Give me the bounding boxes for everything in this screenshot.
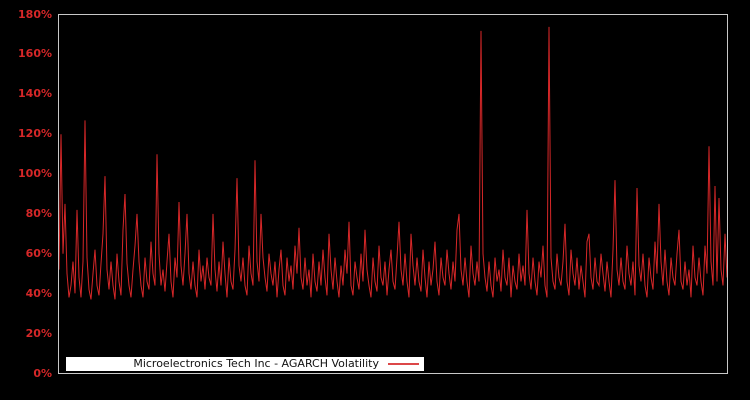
y-tick-label: 120%	[18, 127, 52, 141]
y-tick-label: 40%	[25, 286, 52, 300]
y-axis: 0% 20% 40% 60% 80% 100% 120% 140% 160% 180%	[0, 0, 52, 400]
y-tick-label: 140%	[18, 87, 52, 101]
y-tick-label: 100%	[18, 167, 52, 181]
volatility-line-series	[59, 26, 727, 300]
y-tick-label: 0%	[33, 366, 52, 380]
plot-area	[58, 14, 728, 374]
y-tick-label: 60%	[25, 246, 52, 260]
legend-line-swatch-icon	[388, 363, 419, 365]
y-tick-label: 180%	[18, 7, 52, 21]
y-tick-label: 20%	[25, 326, 52, 340]
y-tick-label: 160%	[18, 47, 52, 61]
legend: Microelectronics Tech Inc - AGARCH Volat…	[66, 357, 424, 371]
y-tick-label: 80%	[25, 206, 52, 220]
legend-label: Microelectronics Tech Inc - AGARCH Volat…	[133, 357, 379, 370]
